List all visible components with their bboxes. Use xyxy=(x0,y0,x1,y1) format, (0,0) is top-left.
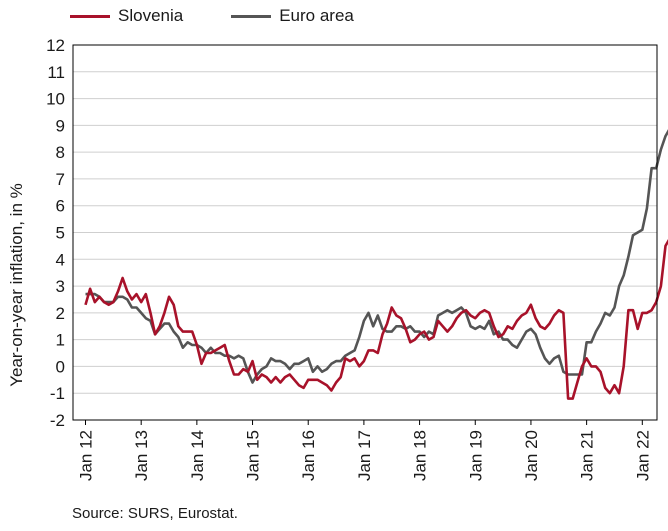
x-tick-label: Jan 15 xyxy=(244,430,263,481)
x-tick-label: Jan 13 xyxy=(132,430,151,481)
x-tick-label: Jan 20 xyxy=(522,430,541,481)
y-tick-label: 8 xyxy=(56,143,65,162)
legend: Slovenia Euro area xyxy=(70,6,354,26)
legend-label-euro-area: Euro area xyxy=(279,6,354,25)
x-tick-label: Jan 18 xyxy=(411,430,430,481)
plot-frame xyxy=(72,44,658,421)
y-tick-label: 12 xyxy=(46,36,65,55)
series-lines xyxy=(84,129,668,400)
gridlines xyxy=(73,44,657,421)
y-tick-label: 9 xyxy=(56,116,65,135)
y-tick-label: 7 xyxy=(56,170,65,189)
y-tick-label: -1 xyxy=(50,384,65,403)
y-tick-label: 2 xyxy=(56,304,65,323)
source-note: Source: SURS, Eurostat. xyxy=(72,505,238,522)
legend-label-slovenia: Slovenia xyxy=(118,6,184,25)
y-tick-label: 5 xyxy=(56,224,65,243)
y-tick-label: 6 xyxy=(56,197,65,216)
y-tick-label: 4 xyxy=(56,250,65,269)
series-line-euro-area xyxy=(85,129,668,384)
x-tick-label: Jan 14 xyxy=(188,430,207,481)
legend-swatch-slovenia xyxy=(70,14,110,18)
y-tick-label: 10 xyxy=(46,90,65,109)
legend-item-slovenia: Slovenia xyxy=(70,6,183,26)
y-tick-label: 11 xyxy=(47,63,65,82)
y-tick-label: 0 xyxy=(56,357,65,376)
x-tick-label: Jan 16 xyxy=(299,430,318,481)
series-line-slovenia xyxy=(84,238,668,400)
y-tick-label: -2 xyxy=(50,411,65,430)
x-tick-label: Jan 22 xyxy=(633,430,652,481)
legend-item-euro-area: Euro area xyxy=(231,6,354,26)
x-tick-label: Jan 19 xyxy=(466,430,485,481)
y-tick-label: 1 xyxy=(56,331,65,350)
x-tick-label: Jan 17 xyxy=(355,430,374,481)
y-tick-label: 3 xyxy=(56,277,65,296)
legend-swatch-euro-area xyxy=(231,14,272,18)
x-tick-label: Jan 12 xyxy=(77,430,96,481)
x-tick-label: Jan 21 xyxy=(578,430,597,481)
